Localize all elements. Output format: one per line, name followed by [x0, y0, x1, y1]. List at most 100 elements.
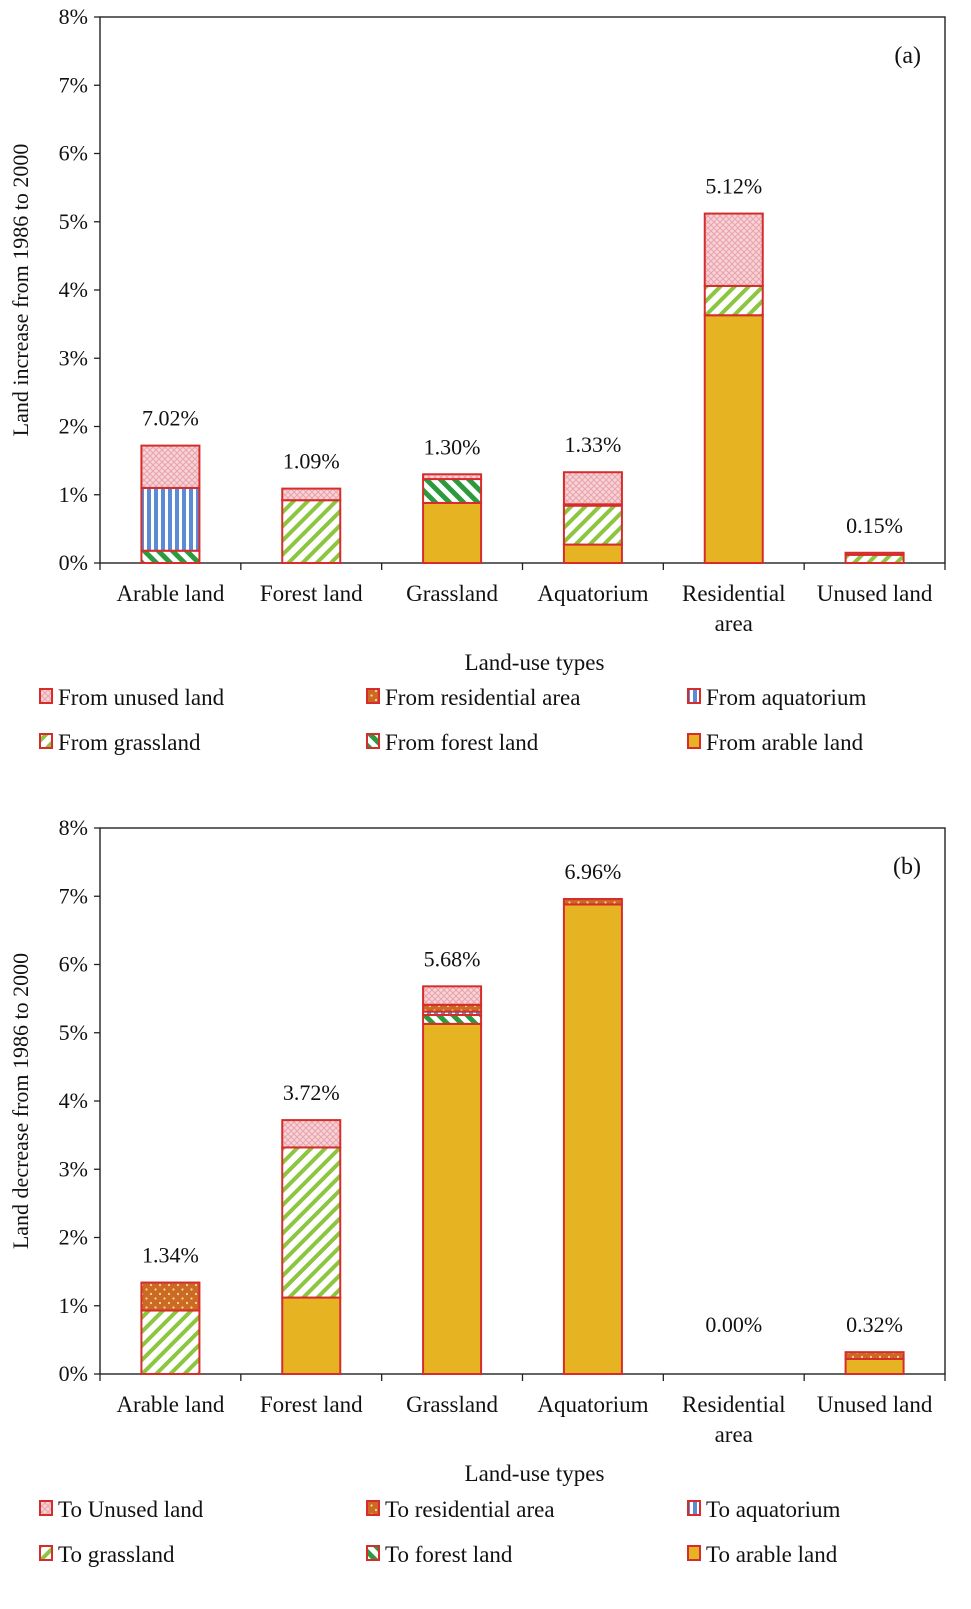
bar-segment-unused — [562, 471, 623, 506]
x-axis-label: Land-use types — [465, 650, 605, 675]
legend-swatch-forest — [366, 733, 380, 749]
data-label: 6.96% — [565, 859, 622, 884]
plot-frame — [99, 827, 946, 1375]
legend-swatch-aquatorium — [687, 1500, 701, 1516]
legend-label-unused: To Unused land — [58, 1497, 204, 1522]
y-tick-label: 4% — [59, 1088, 88, 1113]
x-tick-label: Forest land — [260, 581, 363, 606]
x-tick-label-line: Aquatorium — [537, 1392, 648, 1417]
x-axis-label: Land-use types — [465, 1461, 605, 1486]
y-tick-label: 3% — [59, 1156, 88, 1181]
bar-segment-residential — [422, 1003, 483, 1013]
y-tick-label: 3% — [59, 345, 88, 370]
bar-segment-arable — [422, 1022, 483, 1375]
y-axis-label: Land decrease from 1986 to 2000 — [8, 953, 33, 1249]
x-tick-label-line: Forest land — [260, 1392, 363, 1417]
legend-label-arable: To arable land — [706, 1542, 838, 1567]
y-tick-label: 8% — [59, 815, 88, 840]
legend-swatch-aquatorium — [687, 688, 701, 704]
legend-swatch-grass — [39, 1545, 53, 1561]
bar-segment-residential — [844, 1351, 905, 1360]
data-label: 3.72% — [283, 1080, 340, 1105]
y-axis-label: Land increase from 1986 to 2000 — [8, 144, 33, 437]
x-tick-label-line: Grassland — [406, 1392, 498, 1417]
x-tick-label-line: Aquatorium — [537, 581, 648, 606]
x-tick-label: Aquatorium — [537, 581, 648, 606]
bar-segment-unused — [140, 444, 201, 489]
data-label: 0.15% — [846, 513, 903, 538]
bar-segment-unused — [422, 985, 483, 1006]
legend-label-grass: To grassland — [58, 1542, 175, 1567]
bar-segment-grass — [844, 553, 905, 564]
y-tick-label: 7% — [59, 72, 88, 97]
bar-segment-residential — [562, 897, 623, 906]
y-tick-label: 2% — [59, 414, 88, 439]
legend-swatch-arable — [687, 733, 701, 749]
y-tick-label: 7% — [59, 883, 88, 908]
legend-swatch-unused — [39, 688, 53, 704]
legend-label-forest: To forest land — [385, 1542, 513, 1567]
bar-segment-grass — [703, 284, 764, 317]
legend-label-residential: To residential area — [385, 1497, 555, 1522]
bar-segment-grass — [281, 1146, 342, 1299]
x-tick-label: Unused land — [817, 581, 933, 606]
data-label: 0.00% — [705, 1312, 762, 1337]
y-tick-label: 8% — [59, 4, 88, 29]
y-tick-label: 6% — [59, 952, 88, 977]
chart-panel-a: 0% 1% 2% 3% 4% 5% 6% 7% 8% Land increase from 198… — [8, 4, 946, 755]
bar-segment-arable — [562, 903, 623, 1375]
x-tick-label: Arable land — [116, 581, 224, 606]
x-tick-label: Grassland — [406, 1392, 498, 1417]
data-label: 5.68% — [424, 946, 481, 971]
legend-swatch-arable — [687, 1545, 701, 1561]
x-tick-label-line: Arable land — [116, 1392, 224, 1417]
x-tick-label-line: Residential — [682, 581, 785, 606]
legend-swatch-residential — [366, 1500, 380, 1516]
data-label: 5.12% — [705, 174, 762, 199]
bar-segment-grass — [562, 504, 623, 546]
legend-swatch-forest — [366, 1545, 380, 1561]
bar-segment-grass — [281, 499, 342, 564]
data-label: 1.09% — [283, 449, 340, 474]
legend-swatch-residential — [366, 688, 380, 704]
x-tick-label: Arable land — [116, 1392, 224, 1417]
x-tick-label-line: Unused land — [817, 1392, 933, 1417]
legend-label-grass: From grassland — [58, 730, 201, 755]
legend-label-forest: From forest land — [385, 730, 539, 755]
bar-segment-unused — [422, 473, 483, 481]
bar-segment-arable — [844, 1357, 905, 1375]
chart-panel-b: 0% 1% 2% 3% 4% 5% 6% 7% 8% Land decrease from 198… — [8, 815, 946, 1567]
x-tick-label-line: Arable land — [116, 581, 224, 606]
y-tick-label: 6% — [59, 141, 88, 166]
data-label: 1.33% — [565, 432, 622, 457]
legend-swatch-grass — [39, 733, 53, 749]
bar-segment-unused — [281, 1119, 342, 1149]
bar-segment-forest — [422, 1014, 483, 1025]
y-tick-label: 0% — [59, 1361, 88, 1386]
x-tick-label: Residential area — [682, 581, 785, 636]
x-tick-label: Aquatorium — [537, 1392, 648, 1417]
legend-swatch-unused — [39, 1500, 53, 1516]
bar-segment-arable — [703, 314, 764, 564]
x-tick-label-line: area — [715, 1422, 753, 1447]
bar-segment-arable — [281, 1296, 342, 1376]
bar-segment-unused — [281, 487, 342, 502]
x-tick-label: Forest land — [260, 1392, 363, 1417]
y-tick-label: 4% — [59, 277, 88, 302]
legend-label-unused: From unused land — [58, 685, 225, 710]
x-tick-label: Residential area — [682, 1392, 785, 1447]
bar-segment-arable — [562, 543, 623, 565]
bar-segment-grass — [140, 1309, 201, 1375]
bar-segment-unused — [703, 212, 764, 287]
panel-label: (a) — [894, 43, 921, 69]
bar-segment-forest — [422, 478, 483, 504]
data-label: 1.30% — [424, 434, 481, 459]
x-tick-label-line: Residential — [682, 1392, 785, 1417]
y-tick-label: 2% — [59, 1225, 88, 1250]
bar-segment-forest — [140, 549, 201, 565]
x-tick-label-line: Forest land — [260, 581, 363, 606]
panel-label: (b) — [893, 854, 921, 880]
data-label: 7.02% — [142, 406, 199, 431]
x-tick-label-line: Unused land — [817, 581, 933, 606]
